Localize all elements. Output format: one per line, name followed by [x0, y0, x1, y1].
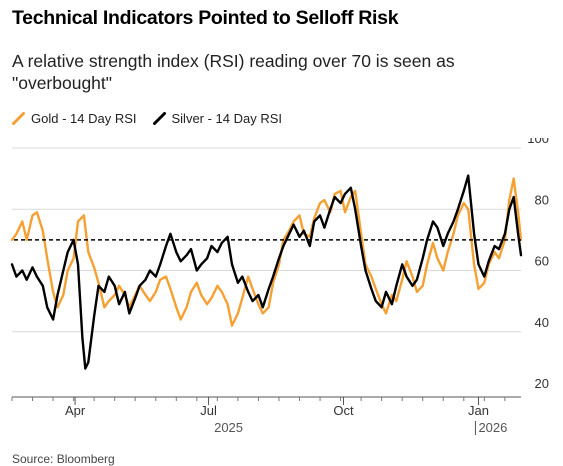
x-axis: Apr Jul Oct Jan 2025 2026	[11, 396, 521, 435]
chart-title: Technical Indicators Pointed to Selloff …	[12, 7, 399, 29]
x-tick-label: Apr	[65, 403, 86, 418]
legend-item-silver[interactable]: Silver - 14 Day RSI	[152, 111, 283, 126]
legend-item-gold[interactable]: Gold - 14 Day RSI	[12, 111, 137, 126]
series-line-gold	[10, 177, 523, 327]
y-tick-label: 80	[535, 192, 549, 207]
diagonal-line-icon	[152, 112, 166, 125]
y-axis: 20 40 60 80 100	[527, 138, 549, 391]
x-tick-label: Oct	[333, 403, 354, 418]
y-tick-label: 40	[535, 315, 549, 330]
y-tick-label: 100	[527, 138, 549, 146]
chart-source: Source: Bloomberg	[12, 452, 115, 466]
diagonal-line-icon	[12, 112, 25, 125]
grid-lines	[12, 147, 521, 333]
rsi-line-chart: Apr Jul Oct Jan 2025 2026 20 40 60 80 100	[10, 138, 549, 435]
legend-label-silver: Silver - 14 Day RSI	[171, 111, 283, 126]
x-tick-label: Jan	[468, 403, 489, 418]
year-label: 2025	[214, 420, 243, 435]
series-layer	[10, 174, 523, 370]
chart-subtitle: A relative strength index (RSI) reading …	[12, 51, 455, 93]
x-tick-label: Jul	[200, 403, 217, 418]
y-tick-label: 60	[535, 254, 549, 269]
y-tick-label: 20	[535, 376, 549, 391]
chart-legend: Gold - 14 Day RSI Silver - 14 Day RSI	[12, 111, 298, 126]
year-label: 2026	[478, 420, 507, 435]
series-line-silver	[10, 174, 523, 370]
legend-label-gold: Gold - 14 Day RSI	[31, 111, 137, 126]
